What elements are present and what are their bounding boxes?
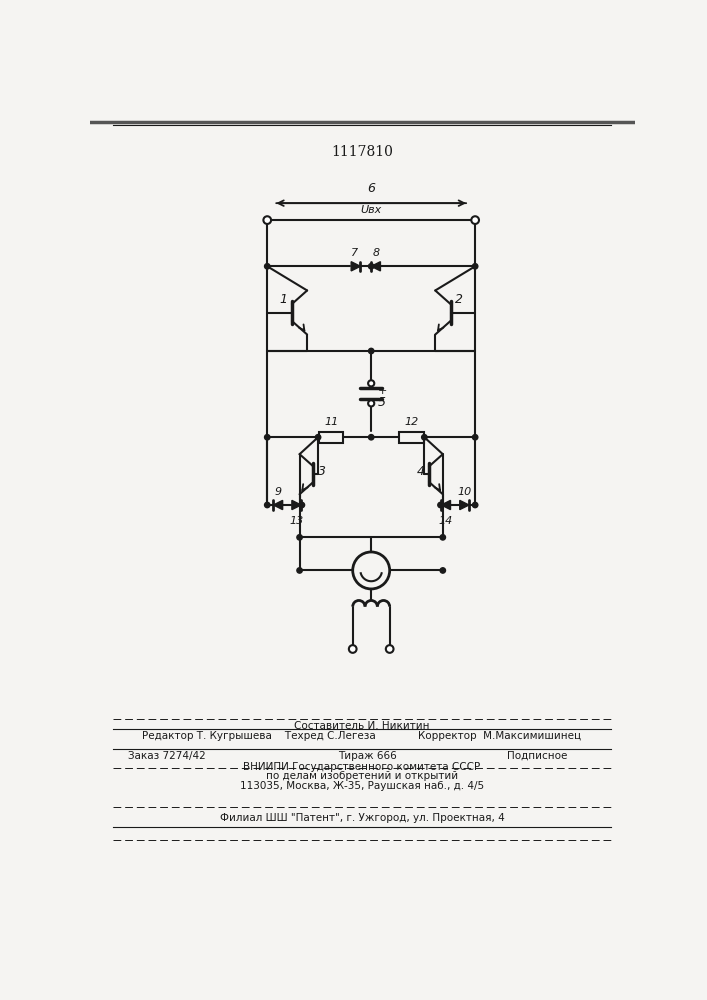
Circle shape bbox=[264, 216, 271, 224]
Circle shape bbox=[472, 435, 478, 440]
Circle shape bbox=[297, 535, 303, 540]
Bar bbox=[399, 432, 423, 443]
Circle shape bbox=[440, 535, 445, 540]
Circle shape bbox=[264, 502, 270, 508]
Circle shape bbox=[440, 568, 445, 573]
Circle shape bbox=[349, 645, 356, 653]
Circle shape bbox=[264, 435, 270, 440]
Circle shape bbox=[297, 568, 303, 573]
Circle shape bbox=[438, 502, 443, 508]
Polygon shape bbox=[371, 262, 380, 271]
Circle shape bbox=[299, 502, 305, 508]
Polygon shape bbox=[274, 500, 283, 510]
Text: 7: 7 bbox=[351, 248, 358, 258]
Circle shape bbox=[386, 645, 394, 653]
Text: Составитель И. Никитин: Составитель И. Никитин bbox=[294, 721, 430, 731]
Text: 13: 13 bbox=[289, 516, 303, 526]
Circle shape bbox=[421, 435, 427, 440]
Text: 1117810: 1117810 bbox=[331, 145, 393, 159]
Bar bbox=[319, 432, 344, 443]
Text: 1: 1 bbox=[279, 293, 287, 306]
Text: 12: 12 bbox=[404, 417, 419, 427]
Text: Заказ 7274/42: Заказ 7274/42 bbox=[128, 751, 206, 761]
Circle shape bbox=[368, 348, 374, 354]
Text: 8: 8 bbox=[373, 248, 380, 258]
Text: по делам изобретений и открытий: по делам изобретений и открытий bbox=[266, 771, 458, 781]
Text: +: + bbox=[378, 386, 387, 396]
Text: 2: 2 bbox=[455, 293, 463, 306]
Circle shape bbox=[472, 502, 478, 508]
Circle shape bbox=[368, 435, 374, 440]
Text: 3: 3 bbox=[318, 465, 326, 478]
Text: 11: 11 bbox=[324, 417, 338, 427]
Circle shape bbox=[264, 264, 270, 269]
Text: Тираж 666: Тираж 666 bbox=[338, 751, 397, 761]
Text: 5: 5 bbox=[378, 396, 385, 409]
Text: Филиал ШШ "Патент", г. Ужгород, ул. Проектная, 4: Филиал ШШ "Патент", г. Ужгород, ул. Прое… bbox=[220, 813, 504, 823]
Polygon shape bbox=[292, 500, 301, 510]
Text: 14: 14 bbox=[439, 516, 453, 526]
Text: 9: 9 bbox=[274, 487, 281, 497]
Circle shape bbox=[472, 264, 478, 269]
Circle shape bbox=[368, 400, 374, 406]
Text: Подписное: Подписное bbox=[506, 751, 567, 761]
Text: 4: 4 bbox=[416, 465, 424, 478]
Polygon shape bbox=[460, 500, 469, 510]
Circle shape bbox=[472, 216, 479, 224]
Polygon shape bbox=[441, 500, 450, 510]
Text: Uвх: Uвх bbox=[361, 205, 382, 215]
Text: 113035, Москва, Ж-35, Раушская наб., д. 4/5: 113035, Москва, Ж-35, Раушская наб., д. … bbox=[240, 781, 484, 791]
Text: 6: 6 bbox=[367, 182, 375, 195]
Text: ВНИИПИ Государственного комитета СССР: ВНИИПИ Государственного комитета СССР bbox=[243, 762, 481, 772]
Circle shape bbox=[315, 435, 321, 440]
Circle shape bbox=[368, 264, 374, 269]
Text: 10: 10 bbox=[457, 487, 472, 497]
Circle shape bbox=[368, 380, 374, 386]
Polygon shape bbox=[351, 262, 361, 271]
Text: Редактор Т. Кугрышева    Техред С.Легеза             Корректор  М.Максимишинец: Редактор Т. Кугрышева Техред С.Легеза Ко… bbox=[142, 731, 582, 741]
